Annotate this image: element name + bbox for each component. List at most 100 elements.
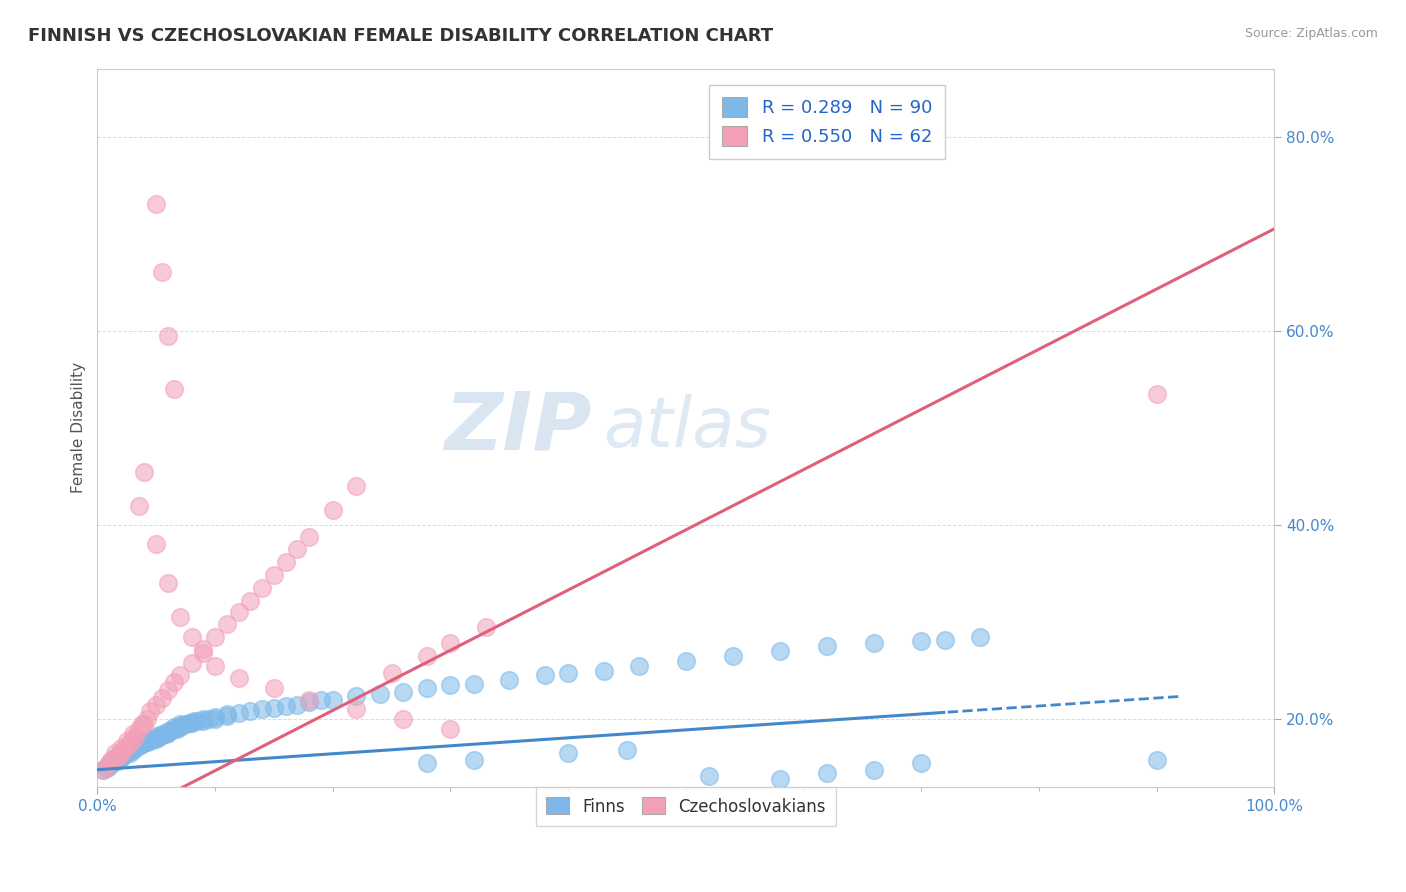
Point	[107, 749, 129, 764]
Point	[148, 730, 170, 744]
Point	[298, 530, 321, 544]
Point	[250, 702, 273, 716]
Point	[150, 728, 173, 742]
Point	[110, 746, 132, 760]
Point	[180, 716, 202, 731]
Point	[204, 710, 226, 724]
Point	[121, 727, 143, 741]
Point	[592, 664, 614, 678]
Point	[557, 746, 579, 760]
Point	[392, 712, 415, 726]
Point	[381, 665, 404, 680]
Point	[145, 197, 167, 211]
Point	[416, 756, 439, 770]
Point	[150, 690, 173, 705]
Point	[124, 730, 146, 744]
Text: atlas: atlas	[603, 394, 772, 461]
Point	[439, 636, 461, 650]
Point	[96, 759, 118, 773]
Point	[163, 720, 186, 734]
Point	[131, 738, 153, 752]
Point	[186, 714, 208, 728]
Point	[439, 678, 461, 692]
Point	[145, 729, 167, 743]
Point	[204, 630, 226, 644]
Legend: Finns, Czechoslovakians: Finns, Czechoslovakians	[536, 788, 837, 826]
Point	[287, 698, 309, 712]
Point	[98, 759, 121, 773]
Point	[263, 700, 285, 714]
Point	[934, 632, 956, 647]
Point	[910, 634, 932, 648]
Point	[128, 736, 150, 750]
Point	[172, 718, 194, 732]
Point	[131, 717, 153, 731]
Point	[1146, 387, 1168, 401]
Point	[145, 698, 167, 712]
Point	[193, 642, 215, 657]
Text: Source: ZipAtlas.com: Source: ZipAtlas.com	[1244, 27, 1378, 40]
Point	[815, 640, 838, 654]
Point	[180, 630, 202, 644]
Point	[163, 675, 186, 690]
Point	[104, 751, 127, 765]
Point	[112, 749, 135, 764]
Point	[156, 683, 179, 698]
Point	[1146, 753, 1168, 767]
Point	[263, 681, 285, 695]
Point	[215, 707, 238, 722]
Point	[863, 636, 886, 650]
Point	[150, 727, 173, 741]
Point	[104, 751, 127, 765]
Point	[166, 722, 188, 736]
Point	[675, 654, 697, 668]
Point	[239, 593, 262, 607]
Point	[135, 735, 157, 749]
Point	[169, 720, 191, 734]
Point	[156, 723, 179, 738]
Point	[110, 746, 132, 760]
Point	[344, 689, 367, 703]
Point	[100, 756, 122, 770]
Point	[128, 499, 150, 513]
Point	[96, 761, 118, 775]
Point	[115, 746, 138, 760]
Point	[322, 503, 344, 517]
Point	[155, 727, 177, 741]
Point	[145, 731, 167, 746]
Point	[156, 328, 179, 343]
Point	[134, 717, 156, 731]
Point	[183, 714, 205, 728]
Point	[100, 753, 122, 767]
Point	[274, 698, 297, 713]
Point	[104, 746, 127, 760]
Point	[134, 736, 156, 750]
Point	[121, 739, 143, 754]
Point	[863, 763, 886, 777]
Point	[463, 677, 485, 691]
Point	[107, 753, 129, 767]
Point	[121, 743, 143, 757]
Point	[204, 658, 226, 673]
Point	[179, 716, 201, 731]
Point	[769, 644, 792, 658]
Point	[180, 656, 202, 670]
Point	[193, 712, 215, 726]
Point	[228, 672, 250, 686]
Point	[134, 733, 156, 747]
Point	[475, 620, 498, 634]
Point	[134, 465, 156, 479]
Point	[120, 746, 142, 760]
Point	[139, 731, 162, 746]
Point	[215, 617, 238, 632]
Point	[139, 705, 162, 719]
Point	[112, 743, 135, 757]
Point	[463, 753, 485, 767]
Point	[156, 726, 179, 740]
Point	[115, 739, 138, 754]
Point	[533, 668, 555, 682]
Point	[193, 646, 215, 660]
Point	[163, 382, 186, 396]
Point	[139, 733, 162, 747]
Point	[627, 658, 650, 673]
